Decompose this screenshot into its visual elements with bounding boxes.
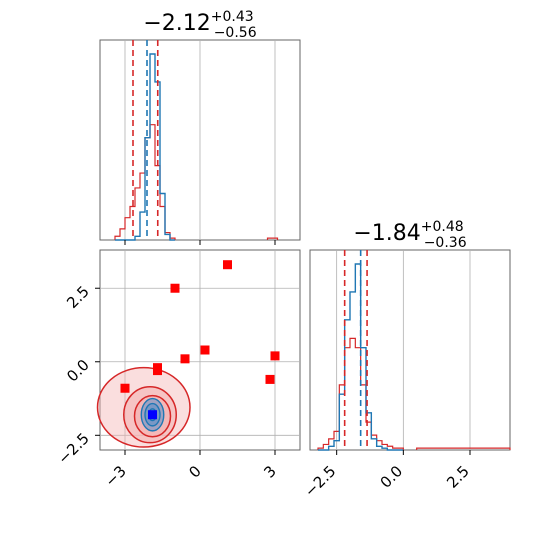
axes-frame: [309, 249, 511, 451]
red-square-marker: [265, 374, 275, 384]
x-tick-label: −2.5: [301, 462, 339, 500]
y-tick-label: 0.0: [63, 356, 93, 386]
x-tick-label: 0: [185, 462, 204, 481]
red-square-marker: [153, 366, 162, 376]
y-tick-label: 2.5: [63, 282, 93, 312]
x-tick-label: 2.5: [443, 462, 473, 492]
red-hist-tail: [266, 237, 279, 240]
scatter-contour-panel: −3 0 3 2.5 0.0 −2.5: [54, 249, 301, 490]
red-hist-tail: [416, 447, 511, 450]
red-square-marker: [200, 345, 210, 355]
param1-title: −2.12+0.43 −0.56: [143, 9, 256, 41]
histogram-param2: −2.5 0.0 2.5: [301, 249, 511, 501]
red-square-marker: [120, 383, 130, 393]
param2-title: −1.84+0.48 −0.36: [353, 219, 466, 251]
red-square-marker: [170, 283, 180, 293]
red-square-marker: [270, 351, 280, 361]
x-tick-label: 3: [260, 462, 279, 481]
y-tick-label: −2.5: [54, 429, 92, 467]
red-square-marker: [180, 354, 190, 364]
x-tick-label: −3: [101, 462, 129, 490]
x-tick-label: 0.0: [377, 462, 407, 492]
histogram-param1: [99, 39, 301, 245]
red-square-marker: [223, 260, 232, 270]
blue-histogram: [115, 53, 175, 241]
blue-square-marker: [148, 410, 157, 420]
